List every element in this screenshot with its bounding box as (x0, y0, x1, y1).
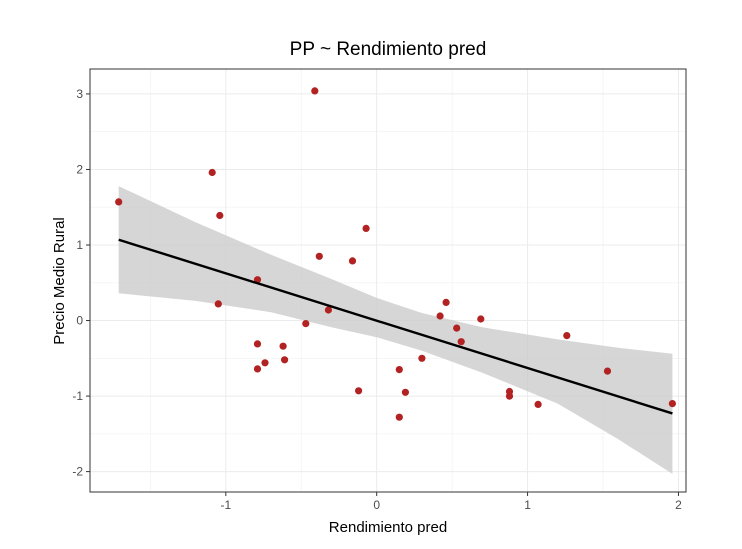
data-point (315, 252, 323, 260)
data-point (115, 198, 123, 206)
x-tick-label: 1 (524, 498, 531, 512)
data-point (401, 388, 409, 396)
x-tick-label: 2 (675, 498, 682, 512)
data-point (418, 354, 426, 362)
data-point (281, 356, 289, 364)
data-point (279, 342, 287, 350)
plot-area: -1 0 1 2 -2 -1 0 1 2 3 (72, 68, 687, 512)
y-tick-label: -1 (72, 389, 83, 403)
x-tick-label: -1 (220, 498, 231, 512)
y-tick-label: 0 (76, 314, 83, 328)
data-point (311, 87, 319, 95)
data-point (208, 168, 216, 177)
x-axis-title: Rendimiento pred (329, 519, 447, 536)
data-point (253, 340, 262, 348)
x-tick-label: 0 (373, 498, 380, 512)
data-point (253, 365, 262, 373)
y-tick-label: 2 (76, 162, 83, 176)
y-tick-label: -2 (72, 465, 83, 479)
chart-title: PP ~ Rendimiento pred (290, 39, 487, 60)
data-point (436, 312, 444, 320)
data-point (603, 367, 612, 375)
data-point (395, 413, 403, 421)
y-tick-label: 1 (76, 238, 83, 252)
regression-line (118, 238, 673, 415)
data-point (453, 324, 461, 332)
data-point (261, 359, 269, 367)
data-point (505, 392, 514, 400)
data-point (324, 306, 332, 314)
data-point (563, 332, 571, 340)
data-point (348, 257, 357, 265)
data-point (355, 387, 363, 395)
data-point (302, 320, 310, 328)
data-point (477, 315, 485, 323)
data-point (457, 338, 465, 346)
panel-border (89, 68, 687, 493)
data-point (534, 400, 542, 408)
confidence-band (118, 186, 673, 474)
data-point (216, 211, 224, 220)
data-point (668, 400, 677, 408)
y-axis-title: Precio Medio Rural (51, 217, 68, 345)
data-point (362, 224, 370, 232)
y-tick-label: 3 (76, 87, 83, 101)
data-point (395, 366, 403, 374)
data-point (442, 298, 450, 306)
data-point (214, 300, 222, 308)
